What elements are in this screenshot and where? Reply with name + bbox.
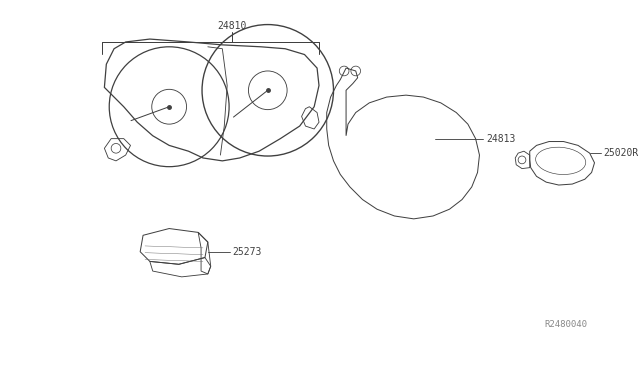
Text: 24813: 24813 bbox=[486, 134, 516, 144]
Text: 25020R: 25020R bbox=[604, 148, 639, 158]
Text: 25273: 25273 bbox=[232, 247, 261, 257]
Text: R2480040: R2480040 bbox=[545, 320, 588, 329]
Text: 24810: 24810 bbox=[218, 21, 246, 31]
